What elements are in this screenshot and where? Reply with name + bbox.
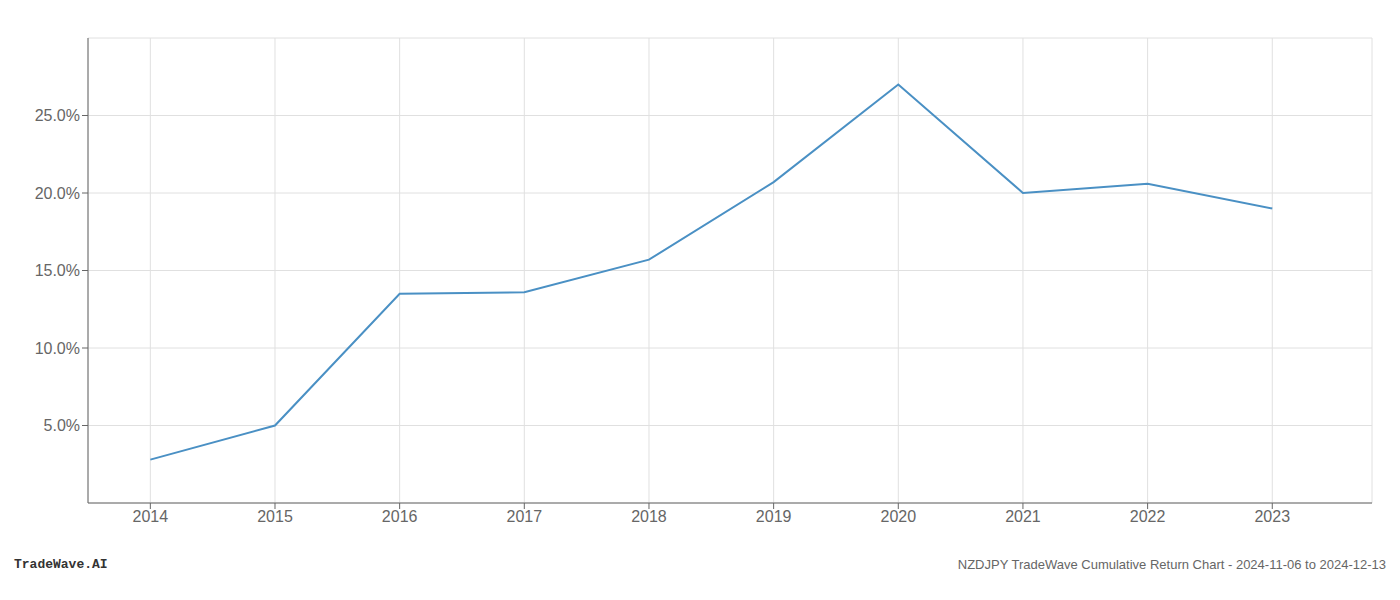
svg-text:2014: 2014 — [133, 508, 169, 525]
html-text:TradeWave.AI: TradeWave.AI — [14, 557, 108, 572]
svg-text:5.0%: 5.0% — [44, 417, 80, 434]
svg-text:15.0%: 15.0% — [35, 262, 80, 279]
svg-text:2019: 2019 — [756, 508, 792, 525]
svg-text:2020: 2020 — [880, 508, 916, 525]
svg-text:2022: 2022 — [1130, 508, 1166, 525]
svg-text:2016: 2016 — [382, 508, 418, 525]
svg-text:2021: 2021 — [1005, 508, 1041, 525]
svg-text:10.0%: 10.0% — [35, 340, 80, 357]
html-text:NZDJPY TradeWave Cumulative Re: NZDJPY TradeWave Cumulative Return Chart… — [957, 557, 1386, 572]
svg-text:25.0%: 25.0% — [35, 107, 80, 124]
svg-text:20.0%: 20.0% — [35, 185, 80, 202]
svg-text:2017: 2017 — [507, 508, 543, 525]
svg-text:2015: 2015 — [257, 508, 293, 525]
svg-text:2023: 2023 — [1254, 508, 1290, 525]
svg-text:2018: 2018 — [631, 508, 667, 525]
